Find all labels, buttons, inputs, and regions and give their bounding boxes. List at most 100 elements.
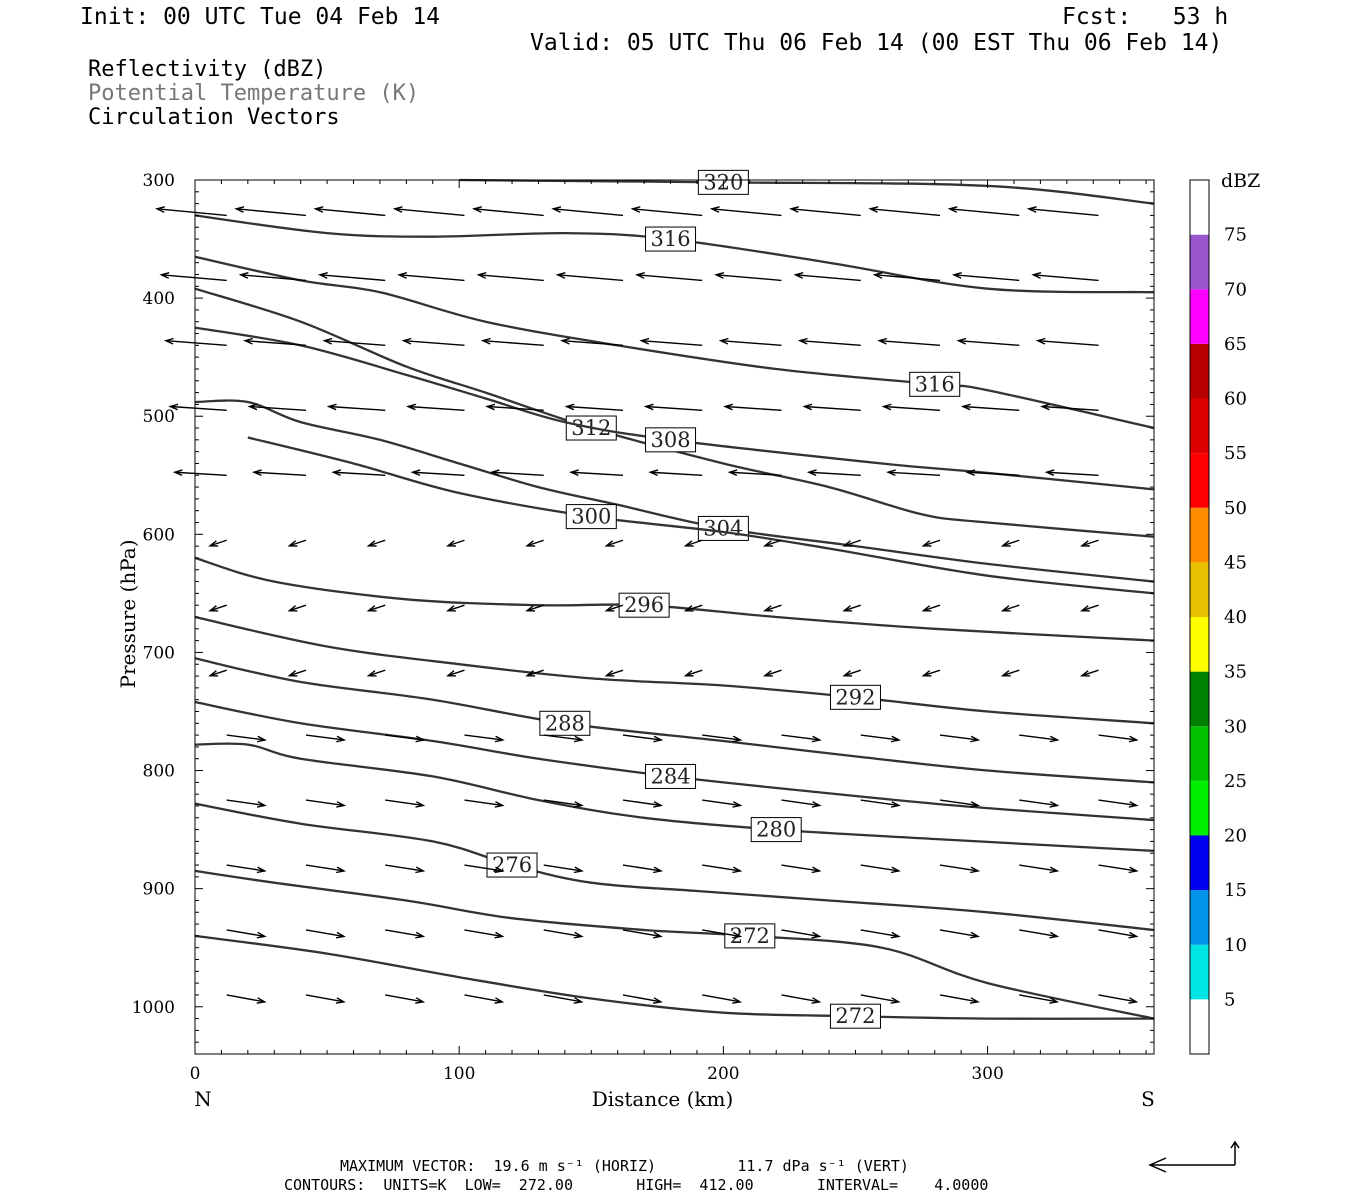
vector-arrowhead bbox=[811, 997, 822, 1004]
colorbar-frame bbox=[1189, 179, 1210, 1055]
circulation-vector bbox=[1019, 734, 1058, 741]
circulation-vector bbox=[226, 994, 265, 1003]
vector-arrowhead bbox=[494, 931, 505, 939]
contour-label-box bbox=[645, 226, 697, 252]
colorbar-segment bbox=[1190, 671, 1209, 727]
vector-arrowhead bbox=[960, 403, 971, 411]
circulation-vector bbox=[289, 669, 307, 677]
circulation-vector bbox=[870, 208, 941, 217]
vector-arrowhead bbox=[951, 272, 962, 279]
circulation-vector bbox=[447, 604, 465, 612]
circulation-vector bbox=[447, 539, 465, 547]
vector-arrowhead bbox=[1079, 540, 1090, 547]
vector-arrowhead bbox=[1035, 337, 1046, 345]
circulation-vector bbox=[226, 929, 265, 938]
circulation-vector bbox=[764, 604, 782, 612]
vector-arrowhead bbox=[1049, 931, 1060, 939]
circulation-vector bbox=[720, 339, 782, 347]
circulation-vector bbox=[795, 274, 861, 282]
circulation-vector bbox=[491, 471, 544, 476]
contour-line bbox=[194, 326, 1155, 491]
vector-arrowhead bbox=[256, 866, 267, 874]
circulation-vector bbox=[209, 539, 227, 547]
circulation-vector bbox=[1019, 994, 1058, 1003]
vector-arrowhead bbox=[683, 605, 694, 612]
vector-arrowhead bbox=[1128, 997, 1139, 1004]
circulation-vector bbox=[702, 994, 741, 1003]
vector-arrowhead bbox=[335, 997, 346, 1004]
vector-arrowhead bbox=[970, 801, 981, 808]
vector-arrowhead bbox=[1128, 801, 1139, 808]
circulation-vector bbox=[526, 604, 544, 612]
circulation-vector bbox=[860, 864, 899, 872]
vector-arrowhead bbox=[762, 670, 773, 677]
vector-arrowhead bbox=[172, 469, 183, 477]
circulation-vector bbox=[874, 274, 941, 282]
circulation-vector bbox=[790, 208, 861, 217]
vector-arrowhead bbox=[494, 997, 505, 1004]
circulation-vector bbox=[781, 799, 820, 807]
vector-arrowhead bbox=[643, 403, 654, 411]
colorbar-segment bbox=[1190, 617, 1209, 672]
vector-arrowhead bbox=[208, 540, 219, 547]
circulation-vector bbox=[289, 539, 307, 547]
circulation-vector bbox=[161, 274, 227, 282]
footer-max-vector: MAXIMUM VECTOR: 19.6 m s⁻¹ (HORIZ) 11.7 … bbox=[340, 1157, 909, 1175]
circulation-vector bbox=[526, 669, 544, 677]
circulation-vector bbox=[702, 929, 741, 938]
vector-arrowhead bbox=[397, 272, 408, 279]
vector-arrowhead bbox=[969, 931, 981, 939]
colorbar-tick-label: 10 bbox=[1224, 935, 1247, 956]
vector-arrowhead bbox=[489, 469, 500, 477]
vector-arrowhead bbox=[401, 337, 412, 345]
circulation-vector bbox=[1098, 799, 1137, 807]
colorbar-segment bbox=[1190, 398, 1209, 454]
circulation-vector bbox=[949, 208, 1020, 217]
vector-arrowhead bbox=[890, 997, 901, 1004]
vector-arrowhead bbox=[1000, 670, 1011, 677]
vector-arrowhead bbox=[154, 206, 165, 213]
circulation-vector bbox=[557, 274, 624, 282]
circulation-vector bbox=[939, 734, 979, 741]
vector-arrowhead bbox=[648, 469, 659, 477]
circulation-vector bbox=[650, 471, 703, 476]
vector-arrowhead bbox=[732, 735, 743, 743]
vector-arrowhead bbox=[256, 931, 267, 939]
vector-arrowhead bbox=[714, 272, 725, 279]
vector-arrowhead bbox=[842, 540, 853, 547]
circulation-vector bbox=[236, 208, 307, 217]
circulation-vector bbox=[1002, 539, 1020, 547]
vector-arrowhead bbox=[718, 337, 729, 345]
colorbar-segment bbox=[1190, 180, 1209, 235]
circulation-vector bbox=[464, 799, 503, 807]
x-right-label: S bbox=[1141, 1087, 1155, 1111]
colorbar-tick-label: 30 bbox=[1224, 716, 1247, 737]
circulation-vector bbox=[799, 339, 861, 347]
circulation-vector bbox=[923, 669, 941, 677]
vector-arrowhead bbox=[163, 337, 174, 345]
vector-arrowhead bbox=[573, 997, 584, 1004]
vector-arrowhead bbox=[494, 801, 505, 808]
vector-arrowhead bbox=[1128, 866, 1139, 874]
vector-arrowhead bbox=[965, 469, 976, 477]
vector-arrowhead bbox=[947, 206, 958, 213]
circulation-vector bbox=[939, 994, 979, 1003]
circulation-vector bbox=[958, 339, 1020, 347]
circulation-vector bbox=[305, 864, 345, 872]
circulation-vector bbox=[226, 734, 265, 741]
vector-arrowhead bbox=[445, 605, 456, 612]
circulation-vector bbox=[725, 405, 782, 412]
circulation-vector bbox=[482, 339, 544, 347]
vector-arrowhead bbox=[868, 206, 879, 213]
vector-arrowhead bbox=[921, 540, 932, 547]
circulation-vector bbox=[953, 274, 1020, 282]
circulation-vector bbox=[403, 339, 465, 347]
vector-arrowhead bbox=[317, 272, 328, 279]
circulation-vector bbox=[622, 994, 661, 1003]
contour-line bbox=[194, 869, 1155, 1020]
colorbar-tick-label: 45 bbox=[1224, 552, 1247, 573]
circulation-vector bbox=[1028, 208, 1099, 217]
circulation-vector bbox=[781, 734, 820, 741]
circulation-vector bbox=[385, 994, 424, 1003]
y-tick-label: 800 bbox=[143, 762, 175, 782]
